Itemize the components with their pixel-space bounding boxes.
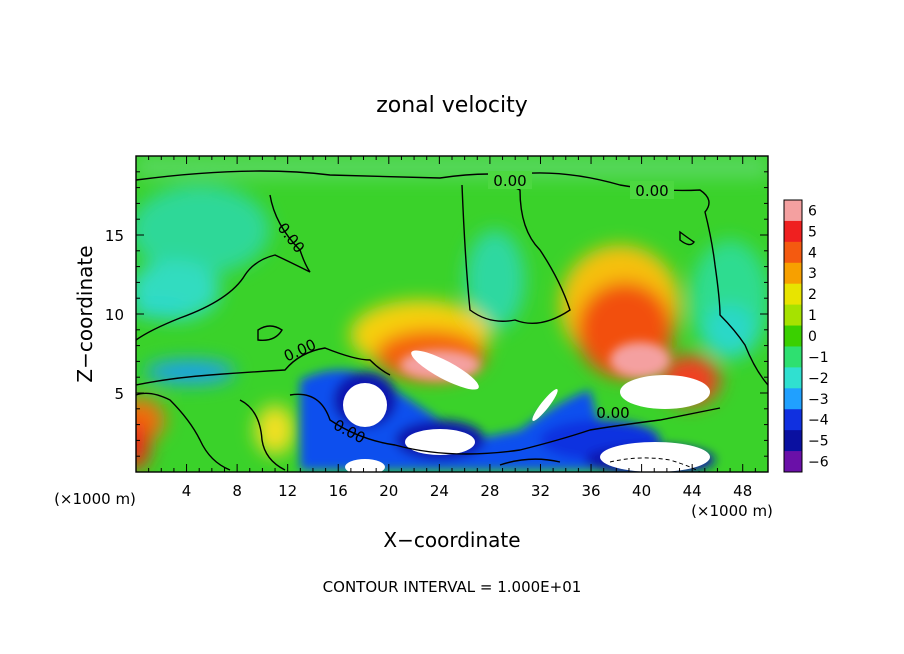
saturated-positive-right [620,375,710,409]
colorbar-label: 0 [808,329,817,345]
colorbar-label: −3 [808,392,829,408]
cool-region-left-low [145,360,235,384]
x-tick-labels: 4 8 12 16 20 24 28 32 36 40 44 48 [182,482,752,500]
saturated-negative-centre [405,429,475,455]
colorbar-swatch [784,283,802,306]
colorbar-label: 4 [808,245,817,261]
x-unit-right: (×1000 m) [691,502,773,520]
colorbar-swatch [784,409,802,431]
x-tick-label: 44 [683,482,702,500]
x-tick-label: 8 [232,482,242,500]
y-tick-labels: 5 10 15 [105,227,124,403]
cool-plume-centre [465,230,525,330]
colorbar-frame [783,199,803,473]
saturated-positive-left [411,350,479,390]
x-tick-label: 4 [182,482,192,500]
colorbar-swatch [784,220,802,243]
contour-label-bg-1 [488,171,532,189]
colorbar-swatch [784,451,802,473]
chart-title: zonal velocity [376,93,528,118]
zero-contour-centre-loop [461,183,571,324]
colorbar-label: 1 [808,308,817,324]
zero-contour-left-branch [239,399,286,471]
colorbar-label: 5 [808,224,817,240]
colorbar-label: −5 [808,434,829,450]
saturated-negative-left [343,383,387,427]
colorbar-swatch [784,262,802,285]
x-tick-label: 32 [531,482,550,500]
cool-region-left-upper [136,185,270,275]
saturated-negative-bottom [345,459,385,472]
x-tick-label: 16 [329,482,348,500]
colorbar-label: 3 [808,266,817,282]
colorbar-label: −6 [808,455,829,471]
warm-patch-left [255,405,295,455]
contour-label: 0.00 [493,172,526,190]
warm-core-far-left [136,420,150,470]
saturated-positive-mid [532,389,558,421]
zero-contour-small-loop [257,325,283,341]
colorbar-swatch [784,388,802,410]
x-tick-label: 36 [581,482,600,500]
contour-label: 0.00 [596,404,629,422]
x-tick-label: 12 [278,482,297,500]
contour-label-bg-2 [630,181,674,199]
colorbar-label: 2 [808,287,817,303]
y-tick-label: 15 [105,227,124,245]
x-tick-label: 20 [379,482,398,500]
colorbar-swatch [784,346,802,368]
zero-contour-tiny-right [679,230,695,246]
colorbar: 6 5 4 3 2 1 0 −1 −2 −3 −4 −5 −6 [783,199,829,473]
cool-patch-left [136,302,188,318]
zero-contour-left-mid [136,347,391,386]
colorbar-label: −1 [808,350,829,366]
saturated-negative-right [600,442,710,472]
contour-interval-footer: CONTOUR INTERVAL = 1.000E+01 [323,578,582,596]
zero-contour-bottom [499,458,561,466]
colorbar-swatch [784,430,802,452]
colorbar-label: −2 [808,371,829,387]
axis-ticks [136,156,768,472]
colorbar-swatch [784,241,802,264]
y-tick-label: 10 [105,306,124,324]
zero-contour-top-right [136,170,768,386]
y-axis-label: Z−coordinate [73,245,97,382]
zero-contour-lower [289,393,721,455]
cool-patch-right [705,305,755,355]
colorbar-swatch [784,367,802,389]
negative-contour-dashed [609,457,701,472]
colorbar-swatch [784,200,802,222]
y-tick-label: 5 [114,385,124,403]
zero-contour-left-upper [136,194,311,341]
x-tick-label: 40 [632,482,651,500]
x-tick-label: 24 [430,482,449,500]
colorbar-swatch [784,304,802,327]
x-tick-label: 28 [480,482,499,500]
contour-label: 0.00 [635,182,668,200]
colorbar-label: −4 [808,413,829,429]
strong-positive-right [610,342,670,378]
zero-contour-left-low [136,392,231,471]
heatmap-field [136,156,768,472]
x-unit-left: (×1000 m) [54,490,136,508]
x-tick-label: 48 [733,482,752,500]
colorbar-label: 6 [808,203,817,219]
colorbar-swatch [784,325,802,347]
x-axis-label: X−coordinate [383,528,520,552]
zero-contours [136,170,768,472]
